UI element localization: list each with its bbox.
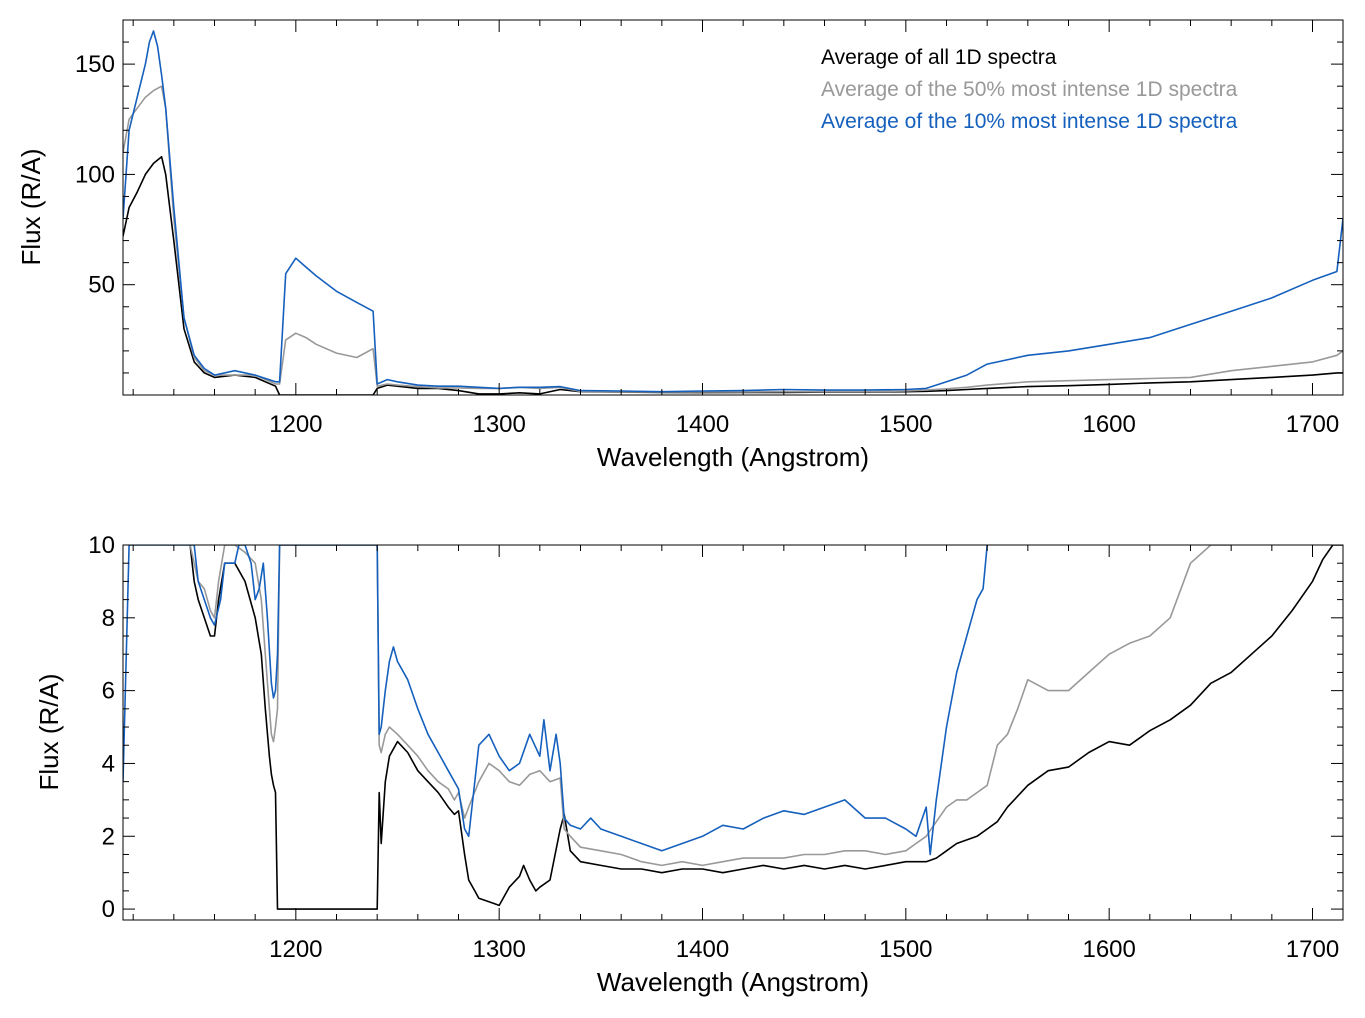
bottom-y-ticks: 0 2 4 6 8 10 [88,532,1343,923]
top-x-tick-label: 1200 [269,411,322,438]
bottom-y-tick-label: 8 [102,605,115,632]
top-y-tick-label: 100 [75,161,115,188]
bottom-y-tick-label: 4 [102,750,115,777]
top-y-ticks: 50 100 150 [75,19,1343,396]
top-x-tick-label: 1600 [1082,411,1135,438]
top-series-group [123,30,1343,395]
top-x-axis-label: Wavelength (Angstrom) [597,442,869,472]
bottom-x-axis-label: Wavelength (Angstrom) [597,967,869,997]
top-y-tick-label: 50 [88,272,115,299]
top-series-line-0 [123,156,1343,395]
bottom-series-line-0 [189,545,1343,910]
bottom-x-ticks: 1200 1300 1400 1500 1600 1700 [132,545,1339,963]
top-y-axis-label: Flux (R/A) [16,149,46,266]
top-x-tick-label: 1700 [1286,411,1339,438]
bottom-y-tick-label: 0 [102,896,115,923]
top-series-line-1 [123,85,1343,393]
legend-entry-all: Average of all 1D spectra [821,46,1057,69]
top-x-tick-label: 1300 [472,411,525,438]
bottom-y-tick-label: 6 [102,678,115,705]
top-x-ticks: 1200 1300 1400 1500 1600 1700 [132,20,1339,438]
bottom-y-tick-label: 10 [88,532,115,559]
bottom-y-tick-label: 2 [102,823,115,850]
top-y-tick-label: 150 [75,51,115,78]
bottom-series-line-1 [189,545,1232,867]
top-x-tick-label: 1500 [879,411,932,438]
bottom-x-tick-label: 1300 [472,936,525,963]
bottom-x-tick-label: 1200 [269,936,322,963]
top-panel: 1200 1300 1400 1500 1600 1700 50 100 150 Wavele… [16,19,1344,472]
legend-entry-10pct: Average of the 10% most intense 1D spect… [821,110,1238,133]
bottom-series-group [123,545,1343,910]
bottom-series-line-2 [123,545,988,856]
top-plot-frame [122,19,1344,396]
bottom-x-tick-label: 1600 [1082,936,1135,963]
bottom-x-tick-label: 1400 [676,936,729,963]
top-series-line-2 [123,30,1343,393]
bottom-x-tick-label: 1700 [1286,936,1339,963]
bottom-panel: 1200 1300 1400 1500 1600 1700 0 2 4 6 8 10 Wavelen… [34,532,1344,997]
bottom-x-tick-label: 1500 [879,936,932,963]
legend: Average of all 1D spectra Average of the… [821,46,1238,133]
bottom-plot-frame [122,544,1344,921]
bottom-y-axis-label: Flux (R/A) [34,674,64,791]
top-x-tick-label: 1400 [676,411,729,438]
legend-entry-50pct: Average of the 50% most intense 1D spect… [821,78,1238,101]
